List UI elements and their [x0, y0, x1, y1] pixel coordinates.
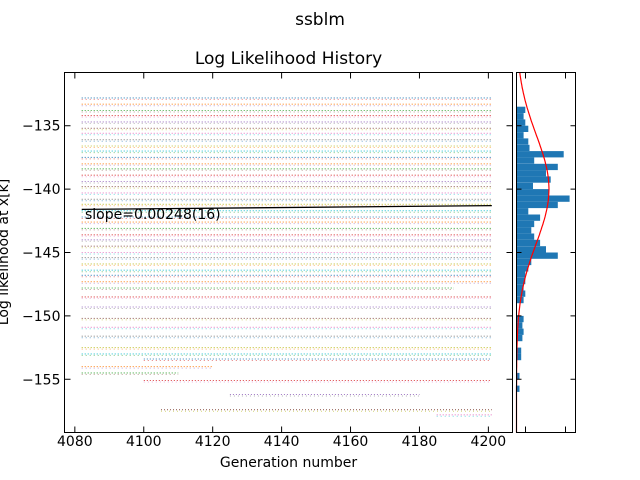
histogram-bars [516, 106, 570, 392]
histogram-bar [516, 189, 549, 196]
histogram-bar [516, 290, 526, 297]
x-tick-label: 4200 [471, 434, 507, 450]
histogram-bar [516, 113, 524, 120]
histogram-bar [516, 201, 558, 209]
y-axis-label: Log likelihood at x[k] [0, 179, 12, 325]
histogram-bar [516, 385, 520, 392]
histogram-bar [516, 239, 541, 247]
x-tick-label: 4140 [264, 434, 300, 450]
figure-suptitle: ssblm [295, 10, 345, 30]
x-tick-label: 4160 [333, 434, 369, 450]
histogram-bar [516, 347, 522, 354]
histogram-bar [516, 246, 546, 253]
histogram-bar [516, 125, 529, 132]
histogram-bar [516, 271, 526, 278]
x-axis-label: Generation number [220, 455, 357, 471]
histogram-bar [516, 157, 535, 164]
histogram-bar [516, 144, 530, 152]
histogram-bar [516, 208, 529, 215]
main-plot-area: slope=0.00248(16) 4080 4100 4120 4140 4160 41… [0, 72, 513, 471]
histogram-bar [516, 328, 524, 335]
x-tick-label: 4180 [402, 434, 438, 450]
histogram-bar [516, 163, 558, 171]
x-axis-ticks: 4080 4100 4120 4140 4160 4180 4200 [57, 72, 507, 450]
chart-title: Log Likelihood History [195, 49, 382, 69]
histogram-bar [516, 119, 526, 126]
histogram-bar [516, 195, 570, 202]
histogram-bar [516, 284, 524, 291]
histogram-bar [516, 227, 532, 234]
histogram-bar [516, 138, 529, 145]
x-tick-label: 4120 [195, 434, 231, 450]
histogram-bar [516, 176, 551, 183]
histogram-bar [516, 353, 522, 361]
histogram-bar [516, 214, 541, 221]
histogram-bar [516, 315, 524, 323]
histogram-bar [516, 252, 558, 259]
slope-annotation: slope=0.00248(16) [85, 207, 221, 223]
x-tick-label: 4100 [126, 434, 162, 450]
histogram-bar [516, 258, 532, 266]
histogram-bar [516, 132, 524, 139]
y-tick-label: −155 [22, 372, 60, 388]
histogram-bar [516, 233, 535, 240]
y-axis-ticks: −135 −140 −145 −150 −155 [22, 119, 513, 388]
histogram-ticks [516, 72, 576, 433]
histogram-bar [516, 170, 546, 177]
histogram-bar [516, 277, 526, 285]
histogram-bar [516, 182, 533, 190]
y-tick-label: −145 [22, 246, 60, 262]
x-tick-label: 4080 [57, 434, 93, 450]
trend-line [81, 204, 492, 211]
walker-traces [81, 97, 492, 417]
histogram-bar [516, 372, 520, 380]
histogram-bar [516, 220, 535, 228]
histogram-bar [516, 265, 529, 272]
histogram-bar [516, 322, 523, 329]
histogram-panel [515, 72, 576, 433]
y-tick-label: −135 [22, 119, 60, 135]
histogram-bar [516, 151, 564, 158]
y-tick-label: −140 [22, 182, 60, 198]
y-tick-label: −150 [22, 309, 60, 325]
histogram-bar [516, 334, 523, 342]
histogram-bar [516, 106, 526, 113]
